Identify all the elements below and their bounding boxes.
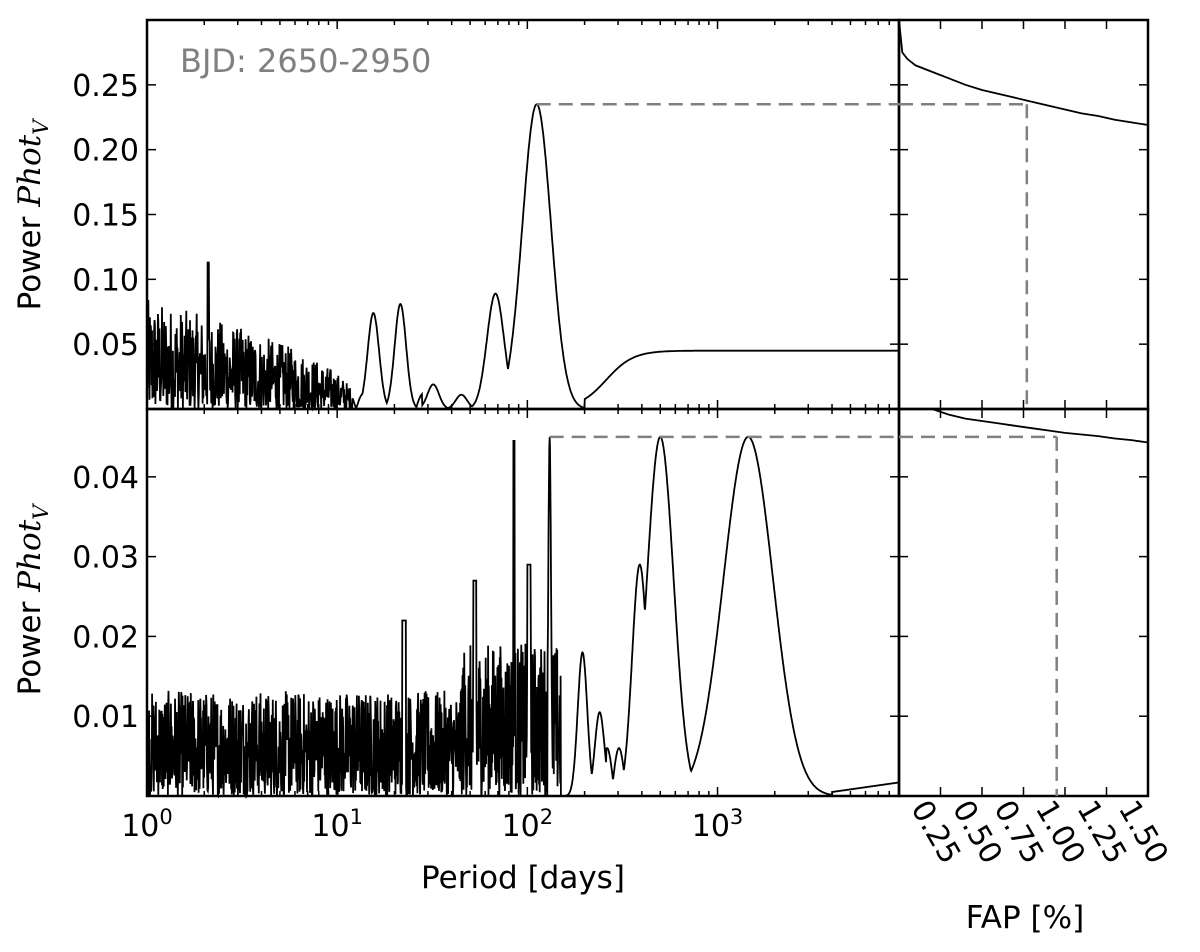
top-right-panel-frame [897,18,1150,411]
top-fap-curve [898,19,1149,126]
bottom-ytick-label: 0.02 [72,620,139,655]
top-ytick-label: 0.10 [72,263,139,298]
period-axis-title: Period [days] [421,860,625,896]
bottom-ytick-label: 0.04 [72,461,139,496]
bjd-annotation: BJD: 2650-2950 [180,42,431,80]
bottom-periodogram-curve [146,435,900,800]
bottom-ytick-label: 0.01 [72,700,139,735]
bottom-y-axis-title-prefix: Power [12,592,48,696]
bottom-xtick-label: 102 [502,805,554,844]
bottom-xtick-label: 101 [311,805,363,844]
top-periodogram-curve [146,103,899,412]
bottom-xtick-label: 103 [692,805,744,844]
xtick-label-exponent: 3 [730,805,743,829]
bottom-y-axis-title: Power PhotV [12,503,53,696]
bottom-fap-curve [931,408,1149,444]
top-ytick-label: 0.15 [72,199,139,234]
top-ytick-label: 0.20 [72,134,139,169]
xtick-label-base: 10 [502,809,540,844]
xtick-label-exponent: 2 [540,805,553,829]
top-y-axis-title-prefix: Power [12,207,48,311]
xtick-label-base: 10 [121,809,159,844]
top-ytick-label: 0.05 [72,328,139,363]
top-y-axis-title-math: Phot [12,134,48,207]
xtick-label-base: 10 [692,809,730,844]
top-ytick-label: 0.25 [72,69,139,104]
xtick-label-base: 10 [311,809,349,844]
bottom-xtick-label: 100 [121,805,173,844]
bottom-right-panel-frame [897,407,1150,798]
bottom-ytick-label: 0.03 [72,541,139,576]
fap-axis-title: FAP [%] [966,900,1084,936]
xtick-label-exponent: 0 [159,805,172,829]
bottom-y-axis-title-sub: V [29,503,53,520]
xtick-label-exponent: 1 [350,805,363,829]
top-y-axis-title-sub: V [29,118,53,135]
bottom-y-axis-title-math: Phot [12,519,48,592]
top-y-axis-title: Power PhotV [12,118,53,311]
